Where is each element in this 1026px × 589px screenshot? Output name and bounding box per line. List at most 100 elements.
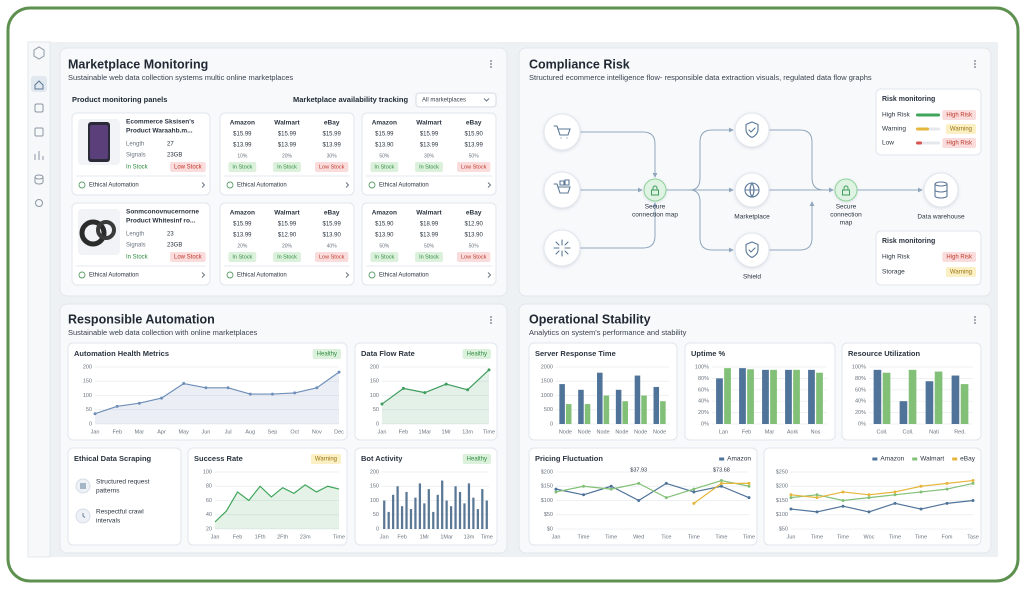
point	[226, 386, 230, 390]
badge	[370, 162, 399, 172]
menu-dot[interactable]	[974, 63, 976, 65]
node-label: Marketplace	[734, 214, 770, 221]
y-tick-label: 0	[550, 421, 553, 427]
point	[971, 479, 975, 483]
nav-icon[interactable]	[34, 177, 44, 185]
bar	[418, 483, 422, 529]
panel-subtitle: Structured ecommerce intelligence flow- …	[529, 73, 872, 82]
y-tick-label: 80%	[698, 376, 709, 382]
home-highlight[interactable]	[31, 76, 47, 92]
table-cell: $13.90	[375, 143, 394, 149]
bar	[463, 503, 466, 529]
menu-dot[interactable]	[490, 316, 492, 318]
database-icon	[934, 181, 948, 199]
bar	[449, 506, 453, 529]
spec-label: Length	[126, 232, 144, 238]
nav-icon[interactable]	[34, 151, 44, 160]
y-tick-label: 100%	[852, 364, 866, 370]
x-tick-label: Time	[483, 429, 495, 435]
table-cell: $15.99	[233, 132, 252, 138]
area	[382, 369, 489, 424]
menu-dot[interactable]	[974, 319, 976, 321]
menu-dot[interactable]	[490, 66, 492, 68]
table-cell: 50%	[379, 153, 390, 159]
filter-dropdown[interactable]	[415, 92, 497, 108]
card-footer[interactable]: Ethical Automation	[237, 273, 287, 279]
menu-dot[interactable]	[974, 60, 976, 62]
area	[215, 484, 339, 529]
annotation: $37.93	[630, 467, 647, 473]
card-title: Ethical Data Scraping	[74, 454, 152, 463]
card-footer[interactable]: Ethical Automation	[379, 183, 429, 189]
bar	[899, 401, 908, 424]
node-label: Shield	[743, 274, 761, 281]
spec-value: 23GB	[167, 243, 182, 249]
chevron[interactable]	[345, 272, 350, 278]
x-tick-label: 1Mr	[420, 534, 430, 540]
point	[945, 487, 949, 491]
y-tick-label: $50	[779, 526, 788, 532]
bar	[584, 404, 591, 424]
node-label: Secure	[836, 204, 857, 211]
menu-dot[interactable]	[490, 60, 492, 62]
point	[293, 391, 297, 395]
card-footer[interactable]: Ethical Automation	[379, 273, 429, 279]
risk-label: Storage	[882, 269, 905, 276]
y-tick-label: 100	[203, 469, 212, 475]
menu-dot[interactable]	[490, 319, 492, 321]
y-tick-label: 60	[206, 498, 212, 504]
y-tick-label: 50	[86, 407, 92, 413]
badge-text: Healthy	[467, 457, 487, 463]
footer-icon	[78, 271, 86, 279]
x-tick-label: Aug	[245, 429, 255, 435]
chart-title: Uptime %	[691, 349, 726, 358]
point	[747, 484, 751, 488]
menu-dot[interactable]	[490, 322, 492, 324]
chevron[interactable]	[201, 182, 206, 188]
nav-icon[interactable]	[34, 103, 44, 113]
x-tick-label: Jan	[91, 429, 100, 435]
point	[609, 487, 613, 491]
menu-dot[interactable]	[490, 63, 492, 65]
point	[692, 487, 696, 491]
menu-dot[interactable]	[974, 316, 976, 318]
table-cell: $15.99	[278, 132, 297, 138]
point	[893, 490, 897, 494]
card-footer[interactable]: Ethical Automation	[89, 273, 139, 279]
y-tick-label: 20%	[698, 410, 709, 416]
card	[361, 202, 497, 286]
risk-label: Warning	[882, 126, 906, 133]
item-text: intervals	[96, 518, 121, 525]
filter-value[interactable]: All marketplaces	[422, 98, 466, 104]
badge	[228, 252, 257, 262]
y-tick-label: $150	[541, 484, 553, 490]
settings-icon[interactable]	[35, 199, 43, 207]
card	[219, 112, 355, 196]
y-tick-label: 0	[89, 421, 92, 427]
table-cell: $18.99	[420, 222, 439, 228]
x-tick-label: Time	[889, 534, 901, 540]
chevron[interactable]	[487, 272, 492, 278]
x-tick-label: Fom	[942, 534, 953, 540]
home-icon[interactable]	[34, 80, 44, 90]
node-label: connection	[830, 212, 862, 219]
bar	[770, 369, 777, 424]
nav-icon[interactable]	[34, 127, 44, 137]
table-cell: 20%	[237, 243, 248, 249]
chevron[interactable]	[487, 182, 492, 188]
chevron[interactable]	[201, 272, 206, 278]
point	[554, 487, 558, 491]
card-footer[interactable]: Ethical Automation	[237, 183, 287, 189]
chevron[interactable]	[483, 98, 490, 102]
menu-dot[interactable]	[974, 66, 976, 68]
chevron[interactable]	[345, 182, 350, 188]
x-tick-label: Coll.	[902, 429, 913, 435]
y-tick-label: 0	[376, 421, 379, 427]
badge	[456, 252, 491, 262]
card-footer[interactable]: Ethical Automation	[89, 183, 139, 189]
menu-dot[interactable]	[974, 322, 976, 324]
badge	[370, 252, 399, 262]
annotation: $73.68	[713, 467, 730, 473]
x-tick-label: Time	[333, 534, 345, 540]
line	[381, 369, 490, 405]
